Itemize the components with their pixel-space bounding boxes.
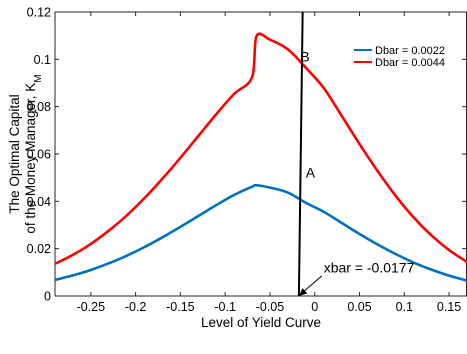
y-tick-label: 0.02: [27, 242, 51, 256]
y-tick-label: 0.1: [34, 53, 51, 67]
x-tick-label: 0.15: [437, 300, 461, 314]
x-tick-label: -0.25: [77, 300, 106, 314]
series-line-2: [54, 32, 467, 265]
plot-frame: [54, 11, 467, 297]
annotation-arrow-head: [298, 288, 308, 296]
y-axis-ticks: 0 0.02 0.04 0.06 0.08 0.1 0.12: [27, 6, 466, 304]
y-axis-label-line2: of the Money Manager, KM: [23, 74, 44, 233]
x-axis-label: Level of Yield Curve: [201, 315, 321, 330]
xbar-vertical-line: [297, 11, 304, 297]
annotation-arrow-line: [301, 275, 323, 294]
plot-area: -0.25 -0.2 -0.15 -0.1 -0.05 0 0.05 0.1 0.15 0 0.0…: [27, 6, 467, 314]
y-axis-label-line2-main: of the Money Manager, K: [23, 83, 38, 234]
legend-label-1: Dbar = 0.0022: [375, 45, 445, 57]
x-tick-label: -0.05: [256, 300, 285, 314]
annotation-2: A: [306, 165, 316, 181]
x-axis-ticks: -0.25 -0.2 -0.15 -0.1 -0.05 0 0.05 0.1 0.15: [77, 12, 461, 314]
series-lines: [54, 11, 467, 297]
x-tick-label: 0: [311, 300, 318, 314]
legend-label-2: Dbar = 0.0044: [375, 57, 445, 69]
y-tick-label: 0: [44, 290, 51, 304]
x-tick-label: 0.1: [396, 300, 413, 314]
x-tick-label: -0.15: [166, 300, 195, 314]
annotation-1: B: [300, 49, 309, 65]
series-line-1: [54, 183, 467, 282]
y-tick-label: 0.04: [27, 195, 51, 209]
y-tick-label: 0.06: [27, 148, 51, 162]
y-axis-label-line1: The Optimal Capital: [7, 94, 22, 213]
x-tick-label: 0.05: [347, 300, 371, 314]
y-axis-label-subscript: M: [33, 74, 44, 82]
x-tick-label: -0.1: [214, 300, 236, 314]
x-tick-label: -0.2: [125, 300, 147, 314]
y-tick-label: 0.08: [27, 100, 51, 114]
y-tick-label: 0.12: [27, 6, 51, 20]
annotation-3: xbar = -0.0177: [324, 259, 415, 275]
